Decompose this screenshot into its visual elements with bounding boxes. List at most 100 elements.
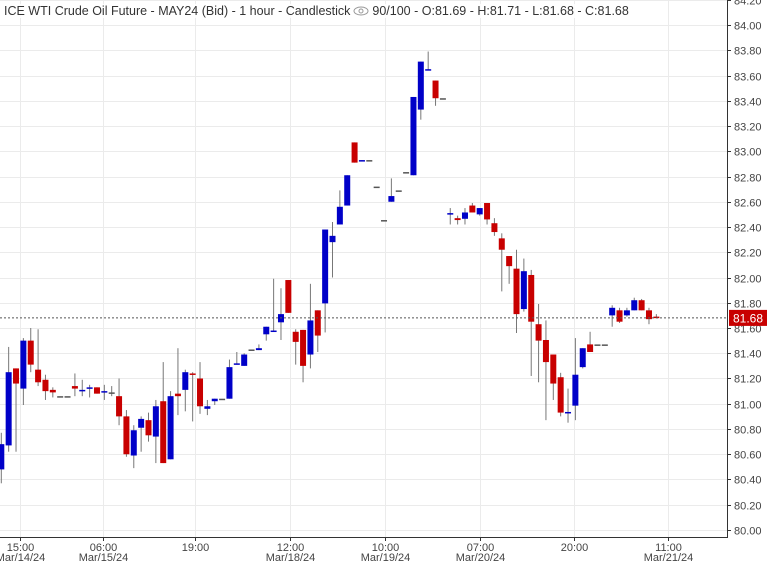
candle-body xyxy=(366,160,373,162)
y-tick-label: 80.60 xyxy=(734,450,762,462)
candle-body xyxy=(645,310,652,320)
candle-body xyxy=(211,398,218,402)
candle xyxy=(336,190,343,225)
x-tick-date: Mar/15/24 xyxy=(79,552,129,562)
candle-body xyxy=(57,396,64,398)
candle-body xyxy=(108,392,115,394)
candle-body xyxy=(594,344,601,346)
x-tick-time: 10:00 xyxy=(372,542,400,554)
candle xyxy=(42,374,49,400)
y-tick-label: 82.60 xyxy=(734,198,762,210)
candle xyxy=(20,338,27,406)
y-tick-label: 80.40 xyxy=(734,475,762,487)
candle xyxy=(513,249,520,334)
candle xyxy=(638,298,645,311)
candle xyxy=(498,233,505,292)
candle xyxy=(565,388,572,423)
candle-body xyxy=(226,367,233,399)
candle-body xyxy=(417,61,424,110)
candle xyxy=(609,305,616,327)
candle xyxy=(167,391,174,460)
candle xyxy=(0,432,5,484)
x-tick-time: 12:00 xyxy=(277,542,305,554)
eye-icon[interactable] xyxy=(353,6,369,16)
candle-body xyxy=(388,196,395,202)
y-tick-label: 81.60 xyxy=(734,324,762,336)
current-price-label: 81.68 xyxy=(729,309,767,326)
x-tick-time: 11:00 xyxy=(655,542,682,554)
x-tick-date: Mar/14/24 xyxy=(0,552,45,562)
candle-body xyxy=(292,331,299,342)
candle xyxy=(520,258,527,312)
candle xyxy=(388,178,395,202)
candle xyxy=(329,221,336,278)
candle-body xyxy=(609,307,616,316)
candle-body xyxy=(631,300,638,311)
candle-body xyxy=(329,235,336,243)
candle-body xyxy=(71,386,78,389)
candle-body xyxy=(307,320,314,355)
candle-body xyxy=(557,377,564,413)
x-tick-time: 19:00 xyxy=(182,542,210,554)
candle-body xyxy=(528,274,535,322)
candle-body xyxy=(49,389,56,393)
candle-body xyxy=(498,238,505,250)
chart-title: ICE WTI Crude Oil Future - MAY24 (Bid) -… xyxy=(4,4,629,18)
candle-body xyxy=(233,363,240,365)
candle xyxy=(71,373,78,397)
candle xyxy=(616,307,623,323)
y-tick-label: 83.40 xyxy=(734,97,762,109)
candle-body xyxy=(344,175,351,206)
candle xyxy=(182,369,189,412)
candle-body xyxy=(469,205,476,213)
y-tick-label: 81.20 xyxy=(734,374,762,386)
candle xyxy=(79,379,86,397)
candle xyxy=(35,329,42,387)
x-tick-date: Mar/18/24 xyxy=(266,552,316,562)
candle-body xyxy=(550,354,557,384)
candle xyxy=(322,229,329,333)
candle-body xyxy=(542,339,549,363)
candle-body xyxy=(381,220,388,222)
candle-body xyxy=(454,218,461,221)
candle xyxy=(86,384,93,398)
candle-body xyxy=(358,160,365,162)
x-tick-time: 06:00 xyxy=(90,542,118,554)
candle-body xyxy=(64,396,71,398)
candle xyxy=(314,310,321,352)
candle xyxy=(248,349,255,351)
candle xyxy=(57,396,64,398)
candle-body xyxy=(197,378,204,407)
candle-body xyxy=(587,344,594,352)
candle xyxy=(601,344,608,346)
candle-body xyxy=(425,69,432,71)
x-tick-date: Mar/19/24 xyxy=(361,552,411,562)
candle-body xyxy=(27,340,34,365)
y-tick-label: 82.80 xyxy=(734,173,762,185)
candle xyxy=(439,98,446,100)
candle xyxy=(300,329,307,383)
candle xyxy=(285,280,292,313)
y-tick-label: 81.00 xyxy=(734,400,762,412)
candle-body xyxy=(447,213,454,215)
candle xyxy=(645,307,652,325)
candle xyxy=(27,328,34,373)
candle xyxy=(160,362,167,464)
y-tick-label: 83.20 xyxy=(734,122,762,134)
candle-body xyxy=(491,223,498,233)
y-tick-label: 83.80 xyxy=(734,46,762,58)
candle-body xyxy=(616,310,623,322)
candle-body xyxy=(322,229,329,304)
grid xyxy=(0,0,727,537)
y-tick-label: 80.80 xyxy=(734,425,762,437)
candle-body xyxy=(565,411,572,414)
candle-body xyxy=(432,80,439,99)
candle xyxy=(381,220,388,222)
candle-body xyxy=(484,203,491,220)
x-tick-date: Mar/21/24 xyxy=(644,552,694,562)
candle xyxy=(469,203,476,213)
candle xyxy=(653,314,660,319)
candle-body xyxy=(123,416,130,455)
